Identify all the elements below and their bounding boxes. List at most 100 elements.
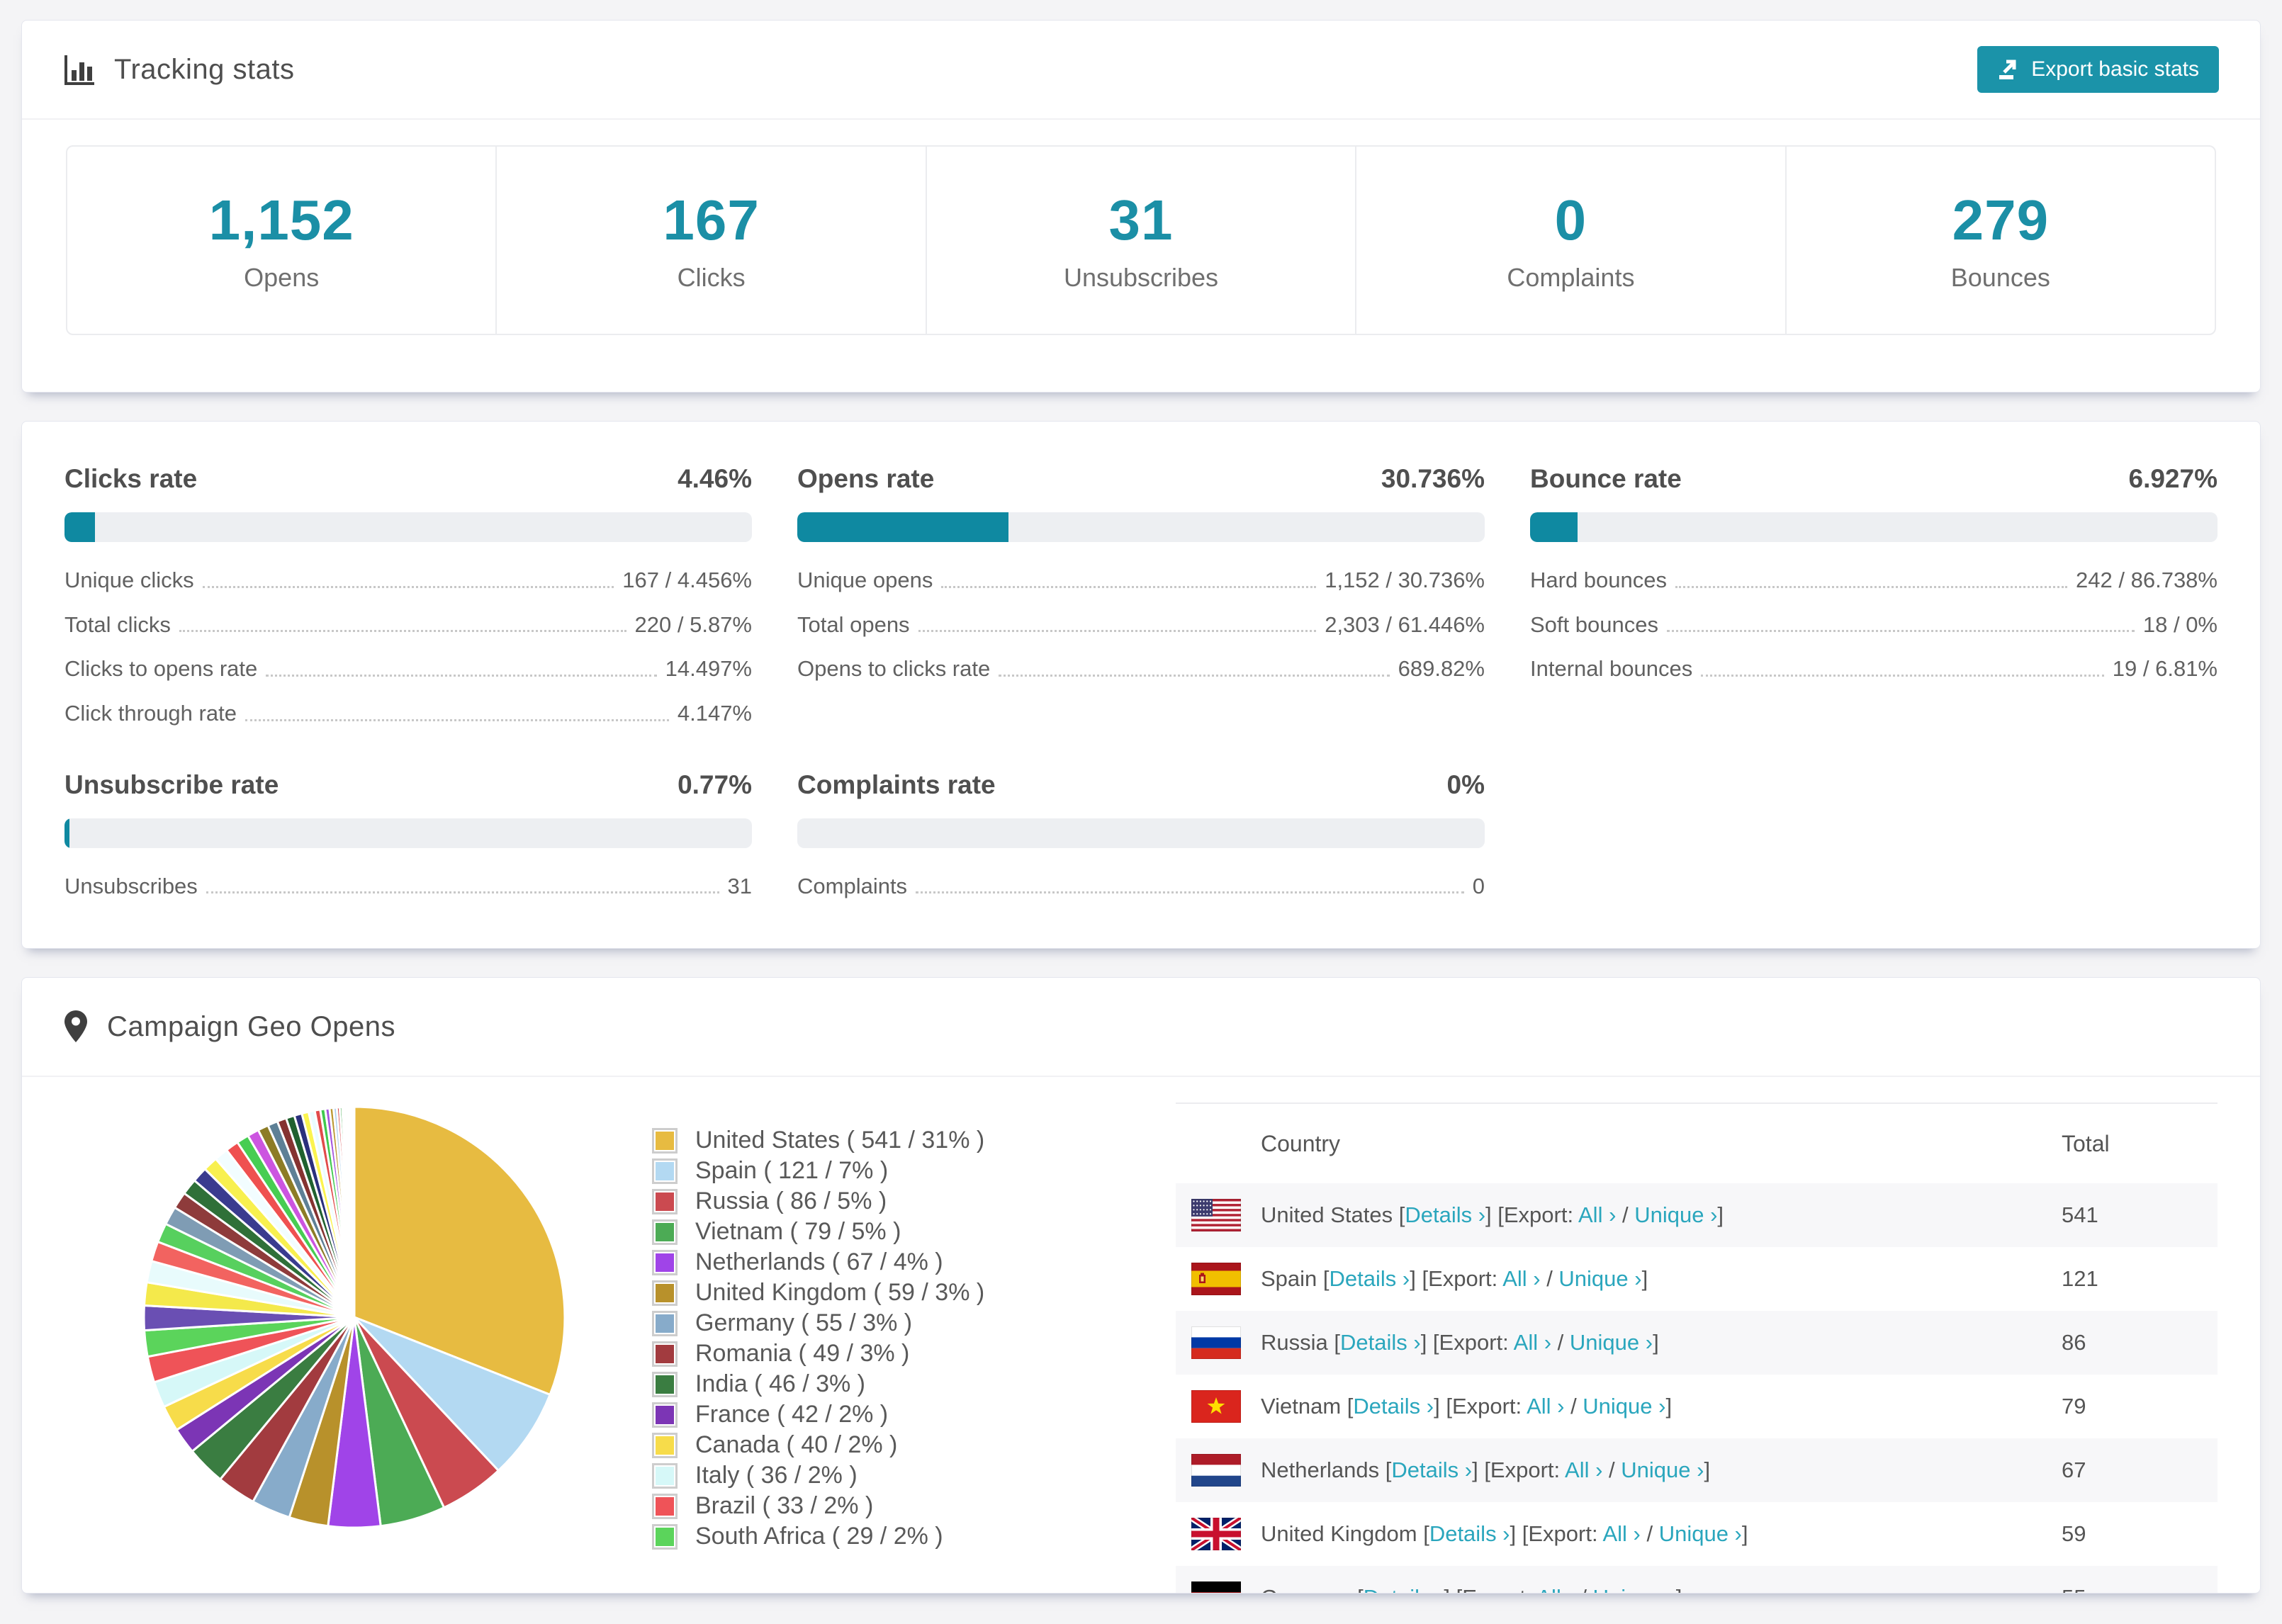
legend-item: Brazil ( 33 / 2% ) — [651, 1491, 984, 1521]
stat-label: Clicks — [677, 263, 746, 292]
table-row: Netherlands [Details ›] [Export: All › /… — [1176, 1438, 2218, 1503]
rate-panel: Complaints rate 0% Complaints 0 — [797, 770, 1485, 899]
export-unique-link[interactable]: Unique › — [1621, 1457, 1704, 1483]
export-all-link[interactable]: All › — [1602, 1521, 1641, 1547]
details-link[interactable]: Details › — [1429, 1521, 1510, 1547]
legend-swatch — [652, 1402, 678, 1428]
stat-box: 1,152 Opens — [67, 147, 495, 334]
rate-row: Clicks to opens rate 14.497% — [64, 656, 752, 682]
stat-label: Unsubscribes — [1063, 263, 1219, 292]
country-cell: United Kingdom [Details ›] [Export: All … — [1261, 1521, 1748, 1547]
export-unique-link[interactable]: Unique › — [1583, 1394, 1666, 1419]
stat-value: 0 — [1554, 188, 1587, 252]
details-link[interactable]: Details › — [1353, 1394, 1434, 1419]
legend-label: Romania ( 49 / 3% ) — [695, 1340, 910, 1368]
export-unique-link[interactable]: Unique › — [1634, 1202, 1718, 1228]
legend-swatch — [652, 1127, 678, 1154]
rate-row: Internal bounces 19 / 6.81% — [1530, 656, 2218, 682]
tracking-stats-header: Tracking stats Export basic stats — [22, 21, 2260, 120]
rate-row-value: 242 / 86.738% — [2076, 568, 2218, 592]
dotted-leader — [916, 891, 1464, 894]
rate-row-label: Internal bounces — [1530, 656, 1693, 682]
country-cell: Vietnam [Details ›] [Export: All › / Uni… — [1261, 1394, 1673, 1419]
progress-track — [64, 512, 752, 542]
rates-grid: Clicks rate 4.46% Unique clicks 167 / 4.… — [22, 422, 2260, 948]
export-all-link[interactable]: All › — [1578, 1202, 1617, 1228]
legend-swatch — [652, 1371, 678, 1397]
legend-item: Russia ( 86 / 5% ) — [651, 1186, 984, 1217]
legend-swatch — [652, 1188, 678, 1214]
country-name: Vietnam — [1261, 1394, 1342, 1419]
stat-value: 279 — [1952, 188, 2050, 252]
legend-label: Germany ( 55 / 3% ) — [695, 1309, 913, 1337]
geo-pie-chart — [140, 1103, 569, 1535]
details-link[interactable]: Details › — [1391, 1457, 1473, 1483]
export-unique-link[interactable]: Unique › — [1658, 1521, 1742, 1547]
export-unique-link[interactable]: Unique › — [1558, 1266, 1642, 1292]
table-row: Vietnam [Details ›] [Export: All › / Uni… — [1176, 1375, 2218, 1438]
progress-track — [797, 818, 1485, 848]
stat-value: 31 — [1108, 188, 1174, 252]
legend-swatch — [652, 1158, 678, 1184]
country-cell: Netherlands [Details ›] [Export: All › /… — [1261, 1457, 1711, 1483]
geo-table: Country Total United States [Details ›] … — [1176, 1103, 2218, 1594]
rate-row-value: 167 / 4.456% — [622, 568, 752, 592]
country-name: Germany — [1261, 1585, 1351, 1593]
progress-track — [64, 818, 752, 848]
dotted-leader — [918, 630, 1317, 633]
legend-swatch — [652, 1432, 678, 1458]
export-all-link[interactable]: All › — [1527, 1394, 1565, 1419]
rate-title: Clicks rate — [64, 464, 198, 493]
geo-legend: United States ( 541 / 31% ) Spain ( 121 … — [651, 1125, 984, 1552]
rate-title: Bounce rate — [1530, 464, 1682, 493]
details-link[interactable]: Details › — [1329, 1266, 1410, 1292]
rate-row-value: 19 / 6.81% — [2112, 656, 2218, 682]
table-row: Spain [Details ›] [Export: All › / Uniqu… — [1176, 1247, 2218, 1311]
export-unique-link[interactable]: Unique › — [1593, 1585, 1676, 1593]
column-header-total: Total — [2062, 1130, 2110, 1156]
rate-row-value: 689.82% — [1398, 656, 1485, 682]
legend-label: Brazil ( 33 / 2% ) — [695, 1492, 874, 1520]
stat-label: Bounces — [1950, 263, 2050, 292]
legend-swatch — [652, 1249, 678, 1275]
legend-item: Vietnam ( 79 / 5% ) — [651, 1217, 984, 1247]
rate-row-value: 14.497% — [665, 656, 752, 682]
flag-icon-ru — [1191, 1326, 1241, 1360]
rate-value: 4.46% — [678, 464, 752, 493]
rate-title: Opens rate — [797, 464, 935, 493]
total-cell: 67 — [2062, 1457, 2086, 1483]
legend-swatch — [652, 1462, 678, 1489]
legend-label: United Kingdom ( 59 / 3% ) — [695, 1279, 985, 1307]
export-unique-link[interactable]: Unique › — [1569, 1330, 1653, 1355]
legend-label: India ( 46 / 3% ) — [695, 1370, 866, 1398]
rate-row: Hard bounces 242 / 86.738% — [1530, 568, 2218, 593]
export-all-link[interactable]: All › — [1513, 1330, 1552, 1355]
geo-table-rows: United States [Details ›] [Export: All ›… — [1176, 1183, 2218, 1594]
map-pin-icon — [63, 1010, 89, 1044]
rate-row-label: Clicks to opens rate — [64, 656, 258, 682]
rate-panel: Opens rate 30.736% Unique opens 1,152 / … — [797, 464, 1485, 726]
export-all-link[interactable]: All › — [1536, 1585, 1574, 1593]
total-cell: 79 — [2062, 1394, 2086, 1419]
export-all-link[interactable]: All › — [1502, 1266, 1541, 1292]
rate-row-label: Click through rate — [64, 700, 237, 726]
rate-value: 0% — [1446, 769, 1485, 799]
pie-slice — [353, 1105, 566, 1397]
country-cell: Germany [Details ›] [Export: All › / Uni… — [1261, 1585, 2062, 1593]
total-cell: 541 — [2062, 1202, 2098, 1228]
export-basic-stats-button[interactable]: Export basic stats — [1977, 46, 2219, 93]
rate-row-label: Total opens — [797, 611, 910, 637]
flag-icon-gb — [1191, 1518, 1241, 1551]
geo-opens-header: Campaign Geo Opens — [22, 978, 2260, 1078]
details-link[interactable]: Details › — [1364, 1585, 1444, 1593]
flag-icon-vn — [1191, 1390, 1241, 1423]
export-all-link[interactable]: All › — [1565, 1457, 1603, 1483]
pie-slice — [353, 1316, 552, 1472]
stat-value: 167 — [663, 188, 760, 252]
rate-row-value: 0 — [1472, 873, 1485, 898]
details-link[interactable]: Details › — [1340, 1330, 1421, 1355]
geo-opens-title: Campaign Geo Opens — [107, 1010, 396, 1042]
bar-chart-icon — [63, 53, 96, 86]
legend-item: India ( 46 / 3% ) — [651, 1369, 984, 1399]
details-link[interactable]: Details › — [1405, 1202, 1486, 1228]
